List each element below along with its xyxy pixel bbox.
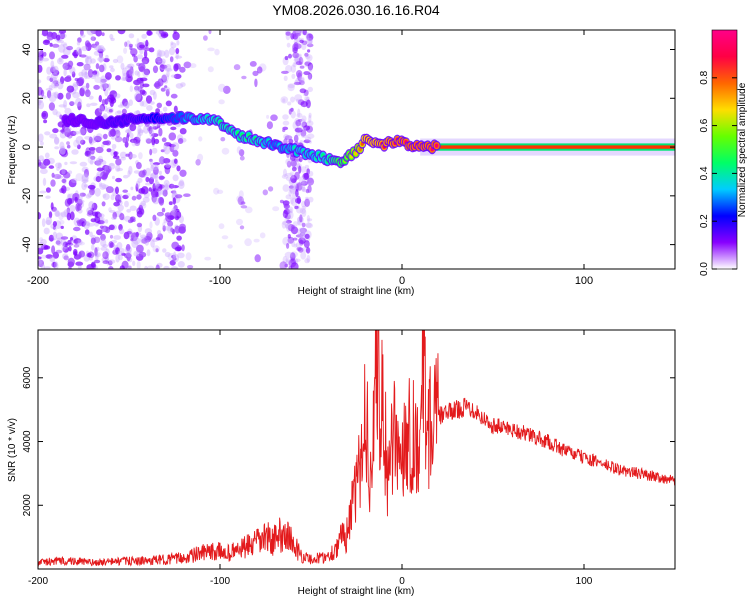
spectrogram-y-tick-label: -20 [21,188,33,204]
snr-series-line [38,330,675,567]
snr-x-label: Height of straight line (km) [298,586,415,597]
snr-y-tick-label: 6000 [22,366,33,389]
colorbar-tick-label: 0.8 [699,70,710,84]
spectral-ridge [61,110,675,169]
spectrogram-x-tick-label: -100 [209,275,231,287]
colorbar-gradient [711,29,738,270]
colorbar-tick-label: 0.2 [699,214,710,228]
colorbar-tick-label: 0.0 [699,262,710,276]
spectrogram-frame [37,29,676,270]
spectrogram-y-tick-label: 20 [21,92,33,104]
spectrogram-y-tick-label: 40 [21,43,33,55]
snr-y-tick-label: 4000 [22,430,33,453]
snr-panel: -200 -100 0 100 2000 4000 6000 Height of stra… [7,329,676,597]
spectrogram-x-tick-label: -200 [27,275,49,287]
ridge-blob-core [434,143,439,148]
snr-frame [37,329,676,570]
colorbar-label: Normalized spectral amplitude [737,82,748,217]
snr-y-label: SNR (10 * v/v) [7,418,18,482]
colorbar: 0.0 0.2 0.4 0.6 0.8 Normalized spectral ampl… [699,29,748,276]
spectrogram-y-label: Frequency (Hz) [7,116,18,185]
snr-x-tick-label: 0 [399,576,405,587]
noise-region-0 [38,30,187,269]
snr-x-tick-label: -200 [28,576,48,587]
ridge-blob-core [354,151,358,156]
figure-title: YM08.2026.030.16.16.R04 [272,2,440,18]
colorbar-tick-label: 0.6 [699,118,710,132]
noise-region-1 [280,30,315,269]
spectrogram-x-tick-label: 100 [575,275,593,287]
ridge-band-core [420,145,675,149]
spectrogram-x-tick-label: 0 [399,275,405,287]
snr-y-tick-label: 2000 [22,494,33,517]
noise-region-2 [38,30,313,269]
spectrogram-x-label: Height of straight line (km) [298,286,415,297]
snr-x-tick-label: 100 [576,576,593,587]
spectrogram-y-tick-label: 0 [21,144,33,150]
colorbar-tick-label: 0.4 [699,166,710,180]
snr-x-tick-label: -100 [210,576,230,587]
spectrogram-y-tick-label: -40 [21,237,33,253]
